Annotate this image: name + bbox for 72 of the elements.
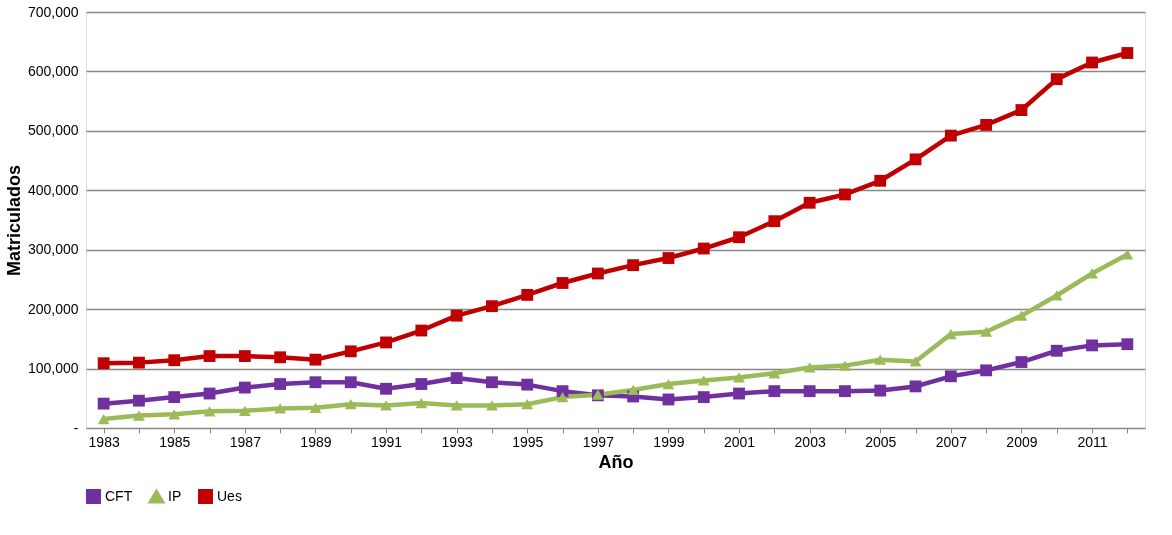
point	[591, 267, 604, 280]
x-tick-label: 2005	[865, 433, 897, 450]
y-tick-label: -	[73, 419, 79, 436]
x-tick-label: 2001	[723, 433, 756, 450]
y-axis-title: Matriculados	[3, 164, 24, 277]
point	[944, 129, 957, 142]
point	[344, 399, 357, 410]
point	[697, 391, 710, 404]
point	[697, 242, 710, 255]
y-tick-label: 500,000	[27, 122, 79, 139]
point	[627, 259, 640, 272]
x-tick-label: 2011	[1077, 433, 1108, 450]
x-tick-label: 1985	[159, 433, 191, 450]
legend-label: CFT	[105, 487, 133, 504]
point	[274, 351, 287, 364]
x-tick-label: 1993	[441, 433, 473, 450]
point	[1121, 338, 1134, 351]
x-tick-label: 2007	[935, 433, 968, 450]
point	[521, 399, 534, 410]
y-tick-label: 400,000	[27, 181, 79, 198]
point	[238, 405, 251, 416]
point	[944, 370, 957, 383]
point	[309, 376, 322, 389]
point	[768, 215, 781, 228]
point	[344, 376, 357, 389]
x-tick-label: 1987	[229, 433, 262, 450]
x-axis-title: Año	[598, 451, 634, 472]
y-tick-label: 300,000	[27, 241, 79, 258]
y-tick-label: 100,000	[27, 360, 79, 377]
x-tick-label: 1997	[582, 433, 615, 450]
point	[486, 376, 498, 389]
point	[203, 350, 216, 363]
point	[768, 385, 781, 398]
point	[274, 403, 287, 414]
x-tick-label: 2009	[1006, 433, 1038, 450]
point	[344, 345, 357, 358]
point	[238, 350, 251, 363]
x-tick-label: 1999	[653, 433, 685, 450]
point	[874, 354, 887, 365]
point	[1050, 73, 1063, 86]
y-tick-label: 700,000	[27, 3, 79, 20]
point	[168, 391, 181, 404]
point	[839, 385, 851, 398]
point	[168, 354, 181, 367]
point	[980, 326, 993, 337]
point	[274, 378, 287, 390]
point	[803, 196, 816, 209]
legend-label: IP	[168, 487, 182, 504]
x-tick-label: 1991	[370, 433, 403, 450]
point	[1050, 344, 1063, 357]
x-tick-label: 1995	[512, 433, 544, 450]
point	[486, 300, 498, 313]
point	[521, 288, 534, 301]
y-tick-label: 600,000	[27, 62, 79, 79]
point	[380, 382, 392, 395]
point	[627, 384, 640, 396]
point	[874, 174, 887, 187]
point	[980, 119, 993, 131]
x-tick-label: 2003	[794, 433, 826, 450]
point	[980, 364, 993, 377]
point	[521, 378, 534, 391]
x-tick-label: 1983	[88, 433, 120, 450]
point	[168, 409, 181, 420]
point	[238, 381, 251, 394]
point	[733, 231, 745, 244]
y-tick-label: 200,000	[27, 300, 79, 317]
x-tick-label: 1989	[300, 433, 332, 450]
legend-label: Ues	[217, 487, 242, 504]
point	[697, 375, 710, 386]
point	[874, 384, 887, 397]
point	[803, 385, 816, 398]
point	[97, 357, 110, 370]
